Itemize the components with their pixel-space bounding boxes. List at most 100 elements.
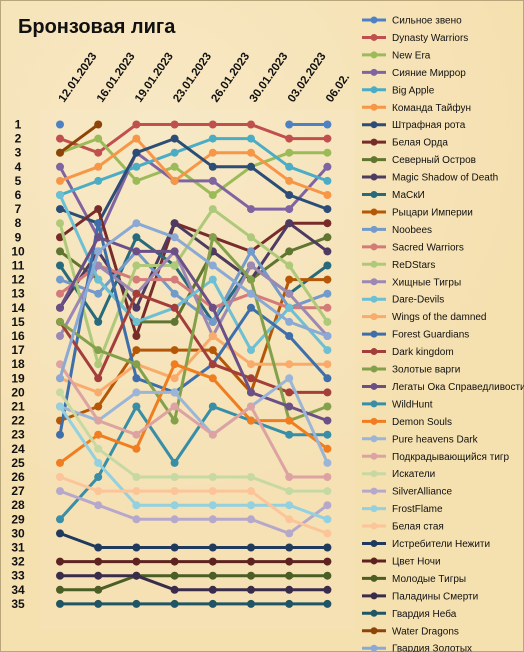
series-line: [58, 405, 328, 521]
data-point: [132, 148, 141, 157]
data-point: [323, 585, 332, 594]
series-25: [56, 360, 332, 481]
y-tick-label: 5: [15, 174, 22, 188]
data-point: [132, 360, 141, 369]
data-point: [323, 261, 332, 270]
series-line: [58, 391, 328, 493]
legend-label: Demon Souls: [392, 417, 452, 428]
series-lines: [56, 120, 332, 608]
legend-label: Noobees: [392, 225, 432, 236]
legend-item: WildHunt: [362, 399, 433, 410]
data-point: [323, 219, 332, 228]
data-point: [94, 360, 103, 369]
data-point: [323, 473, 332, 481]
data-point: [170, 261, 179, 270]
data-point: [323, 388, 332, 397]
data-point: [94, 162, 103, 171]
data-point: [208, 261, 217, 270]
data-point: [285, 473, 294, 481]
series-line: [58, 363, 328, 479]
data-point: [323, 444, 332, 453]
legend-swatch-dot: [370, 627, 378, 635]
legend-item: Wings of the damned: [362, 312, 487, 323]
data-point: [94, 275, 103, 284]
y-tick-label: 7: [15, 202, 22, 216]
data-point: [94, 402, 103, 411]
data-point: [56, 289, 64, 298]
legend-item: New Era: [362, 50, 431, 61]
y-tick-label: 14: [11, 301, 25, 315]
data-point: [56, 191, 64, 199]
data-point: [132, 219, 141, 228]
y-tick-label: 4: [15, 160, 22, 174]
series-26: [56, 388, 332, 496]
data-point: [208, 515, 217, 524]
legend-item: МаСкИ: [362, 190, 425, 201]
series-line: [59, 362, 329, 465]
data-point: [56, 219, 64, 228]
x-tick-label: 12.01.2023: [57, 51, 100, 105]
data-point: [94, 134, 103, 143]
series-line: [59, 123, 100, 154]
data-point: [247, 275, 255, 284]
y-tick-label: 12: [11, 273, 25, 287]
data-point: [132, 289, 141, 298]
data-point: [247, 360, 255, 369]
data-point: [94, 205, 103, 214]
data-point: [323, 515, 332, 524]
data-point: [323, 247, 332, 256]
data-point: [285, 487, 294, 496]
data-point: [94, 317, 103, 326]
data-point: [170, 515, 179, 524]
data-point: [56, 458, 64, 467]
legend-label: Dynasty Warriors: [392, 33, 468, 44]
legend-label: Хищные Тигры: [392, 277, 461, 288]
legend-label: Искатели: [392, 469, 435, 480]
series-line: [60, 574, 328, 592]
data-point: [132, 430, 141, 439]
data-point: [170, 346, 179, 355]
data-point: [132, 346, 141, 355]
data-point: [323, 176, 332, 185]
legend-item: Команда Тайфун: [362, 102, 471, 114]
legend-label: Легаты Ока Справедливости: [392, 382, 524, 393]
data-point: [208, 162, 217, 171]
y-tick-label: 3: [15, 146, 22, 160]
data-point: [132, 275, 141, 284]
legend-swatch-dot: [370, 505, 378, 513]
legend-label: Pure heavens Dark: [392, 434, 479, 445]
data-point: [56, 134, 64, 143]
y-tick-label: 16: [11, 329, 25, 343]
data-point: [170, 473, 179, 481]
legend-label: Сильное звено: [392, 16, 462, 27]
y-tick-label: 34: [11, 583, 25, 597]
legend-label: Штрафная рота: [392, 119, 466, 131]
data-point: [323, 233, 332, 242]
data-point: [132, 233, 141, 242]
data-point: [247, 585, 255, 594]
legend-item: Искатели: [362, 469, 435, 480]
data-point: [247, 148, 255, 157]
series-14: [56, 205, 332, 369]
data-point: [285, 515, 294, 524]
legend-label: Гвардия Золотых: [392, 644, 472, 652]
x-tick-label: 06.02.: [324, 72, 352, 105]
series-1: [56, 120, 332, 157]
data-point: [56, 303, 64, 312]
legend-item: Big Apple: [362, 85, 435, 96]
data-point: [94, 473, 103, 481]
data-point: [208, 430, 217, 439]
data-point: [170, 543, 179, 552]
y-tick-label: 13: [11, 287, 25, 301]
legend-swatch-dot: [370, 435, 378, 443]
legend-swatch-dot: [370, 121, 378, 129]
data-point: [285, 303, 294, 312]
data-point: [285, 148, 294, 157]
data-point: [56, 557, 64, 566]
data-point: [94, 458, 103, 467]
data-point: [56, 205, 64, 214]
data-point: [285, 501, 294, 510]
data-point: [323, 416, 332, 425]
data-point: [208, 360, 217, 369]
data-point: [247, 473, 255, 481]
